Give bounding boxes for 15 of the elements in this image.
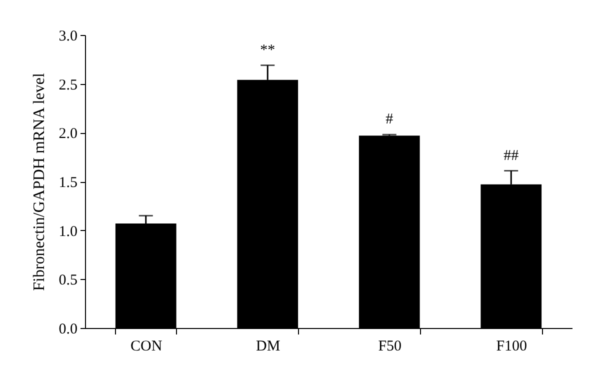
x-tick-label: F50 <box>378 338 402 354</box>
y-axis-title: Fibronectin/GAPDH mRNA level <box>30 72 48 291</box>
x-tick-label: F100 <box>496 338 528 354</box>
annotation: ## <box>504 148 520 164</box>
y-tick-label: 1.0 <box>58 224 78 240</box>
x-tick-label: DM <box>256 338 280 354</box>
y-tick-label: 3.0 <box>58 28 78 44</box>
annotation: ** <box>260 42 276 58</box>
x-tick-label: CON <box>130 338 162 354</box>
y-tick-label: 0.0 <box>58 322 78 338</box>
y-tick-label: 0.5 <box>58 272 78 289</box>
y-tick-label: 2.0 <box>58 126 78 142</box>
y-tick-label: 1.5 <box>58 175 78 191</box>
y-tick-label: 2.5 <box>58 77 78 94</box>
annotation: # <box>386 112 394 128</box>
